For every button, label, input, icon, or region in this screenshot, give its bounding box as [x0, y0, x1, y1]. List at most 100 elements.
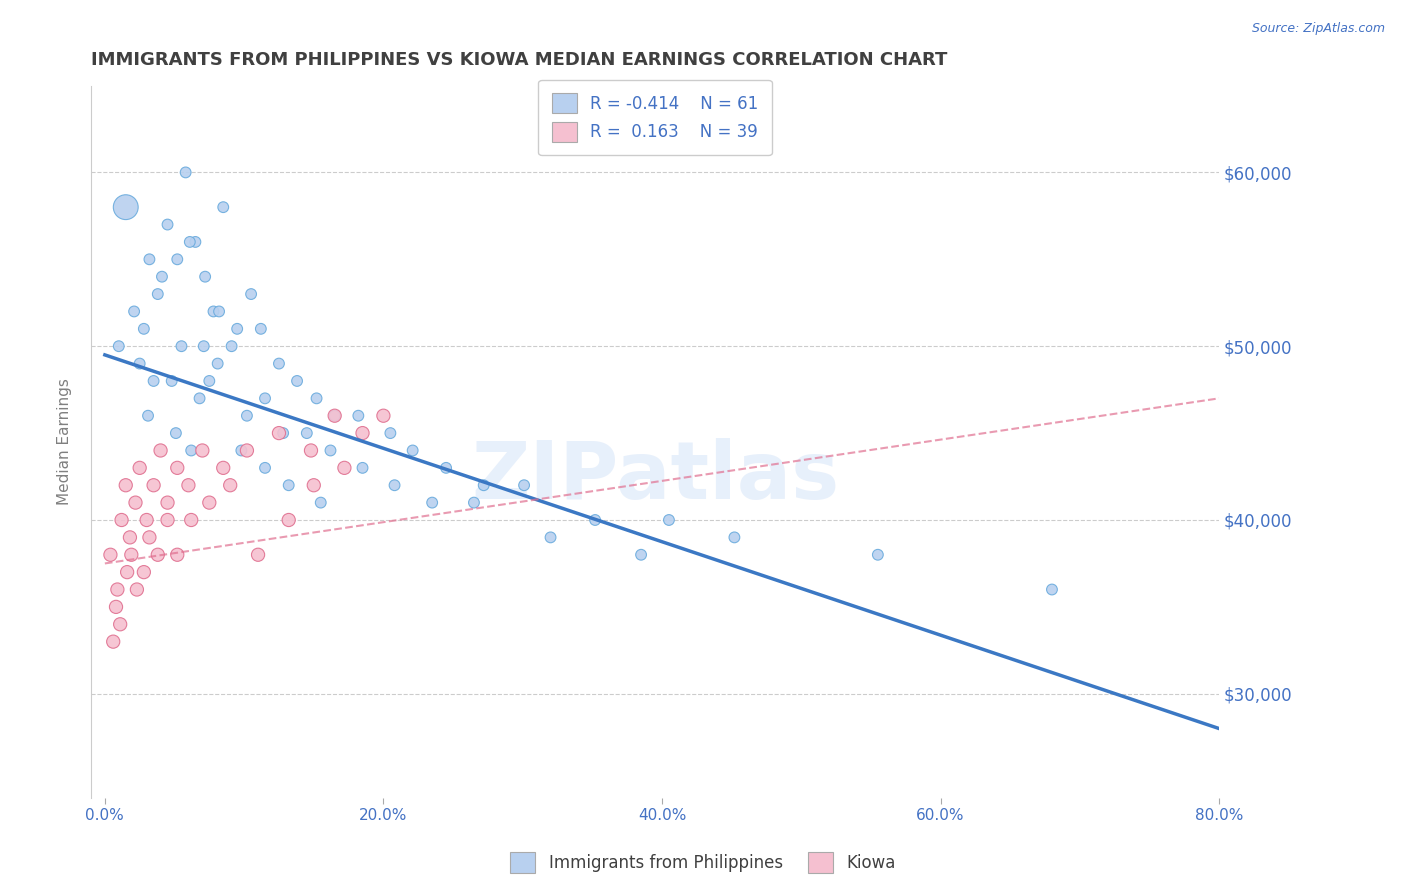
- Point: [100, 548, 122, 562]
- Text: Source: ZipAtlas.com: Source: ZipAtlas.com: [1251, 22, 1385, 36]
- Point: [184, 235, 207, 249]
- Point: [236, 409, 259, 423]
- Point: [250, 322, 273, 336]
- Point: [120, 548, 142, 562]
- Point: [434, 461, 457, 475]
- Point: [380, 426, 402, 441]
- Point: [128, 461, 150, 475]
- Point: [115, 565, 138, 579]
- Point: [166, 548, 188, 562]
- Point: [202, 304, 225, 318]
- Point: [309, 495, 332, 509]
- Text: ZIPatlas: ZIPatlas: [471, 438, 839, 516]
- Y-axis label: Median Earnings: Median Earnings: [58, 378, 72, 505]
- Point: [180, 443, 202, 458]
- Point: [156, 513, 179, 527]
- Point: [472, 478, 495, 492]
- Point: [221, 339, 243, 353]
- Point: [420, 495, 443, 509]
- Point: [194, 269, 217, 284]
- Point: [333, 461, 356, 475]
- Point: [118, 530, 141, 544]
- Point: [207, 357, 229, 371]
- Point: [110, 513, 132, 527]
- Point: [723, 530, 745, 544]
- Point: [226, 322, 249, 336]
- Point: [107, 339, 129, 353]
- Point: [105, 599, 128, 614]
- Point: [124, 495, 146, 509]
- Point: [188, 392, 211, 406]
- Point: [105, 582, 128, 597]
- Point: [122, 304, 145, 318]
- Point: [219, 478, 242, 492]
- Point: [156, 218, 179, 232]
- Point: [247, 548, 270, 562]
- Point: [271, 426, 294, 441]
- Point: [231, 443, 253, 458]
- Point: [384, 478, 406, 492]
- Point: [149, 443, 172, 458]
- Point: [305, 392, 328, 406]
- Point: [179, 235, 201, 249]
- Point: [114, 200, 136, 214]
- Point: [513, 478, 536, 492]
- Point: [402, 443, 425, 458]
- Point: [193, 339, 215, 353]
- Point: [166, 461, 188, 475]
- Point: [150, 269, 173, 284]
- Point: [125, 582, 148, 597]
- Point: [146, 287, 169, 301]
- Point: [135, 513, 157, 527]
- Point: [103, 634, 125, 648]
- Point: [352, 461, 374, 475]
- Point: [156, 495, 179, 509]
- Point: [253, 392, 276, 406]
- Point: [174, 165, 197, 179]
- Point: [295, 426, 318, 441]
- Legend: Immigrants from Philippines, Kiowa: Immigrants from Philippines, Kiowa: [503, 846, 903, 880]
- Point: [277, 513, 299, 527]
- Point: [866, 548, 889, 562]
- Point: [114, 478, 136, 492]
- Point: [323, 409, 346, 423]
- Point: [347, 409, 370, 423]
- Point: [138, 252, 160, 267]
- Point: [352, 426, 374, 441]
- Point: [267, 426, 290, 441]
- Point: [540, 530, 562, 544]
- Point: [212, 200, 235, 214]
- Point: [146, 548, 169, 562]
- Text: IMMIGRANTS FROM PHILIPPINES VS KIOWA MEDIAN EARNINGS CORRELATION CHART: IMMIGRANTS FROM PHILIPPINES VS KIOWA MED…: [91, 51, 948, 69]
- Point: [208, 304, 231, 318]
- Point: [132, 322, 155, 336]
- Point: [132, 565, 155, 579]
- Point: [302, 478, 325, 492]
- Point: [212, 461, 235, 475]
- Point: [463, 495, 485, 509]
- Point: [1040, 582, 1063, 597]
- Point: [142, 374, 165, 388]
- Point: [160, 374, 183, 388]
- Point: [108, 617, 131, 632]
- Point: [165, 426, 187, 441]
- Point: [583, 513, 606, 527]
- Point: [236, 443, 259, 458]
- Point: [177, 478, 200, 492]
- Point: [170, 339, 193, 353]
- Point: [128, 357, 150, 371]
- Point: [166, 252, 188, 267]
- Point: [267, 357, 290, 371]
- Point: [373, 409, 395, 423]
- Point: [253, 461, 276, 475]
- Point: [630, 548, 652, 562]
- Point: [191, 443, 214, 458]
- Point: [277, 478, 299, 492]
- Legend: R = -0.414    N = 61, R =  0.163    N = 39: R = -0.414 N = 61, R = 0.163 N = 39: [538, 79, 772, 155]
- Point: [658, 513, 681, 527]
- Point: [142, 478, 165, 492]
- Point: [180, 513, 202, 527]
- Point: [299, 443, 322, 458]
- Point: [285, 374, 308, 388]
- Point: [138, 530, 160, 544]
